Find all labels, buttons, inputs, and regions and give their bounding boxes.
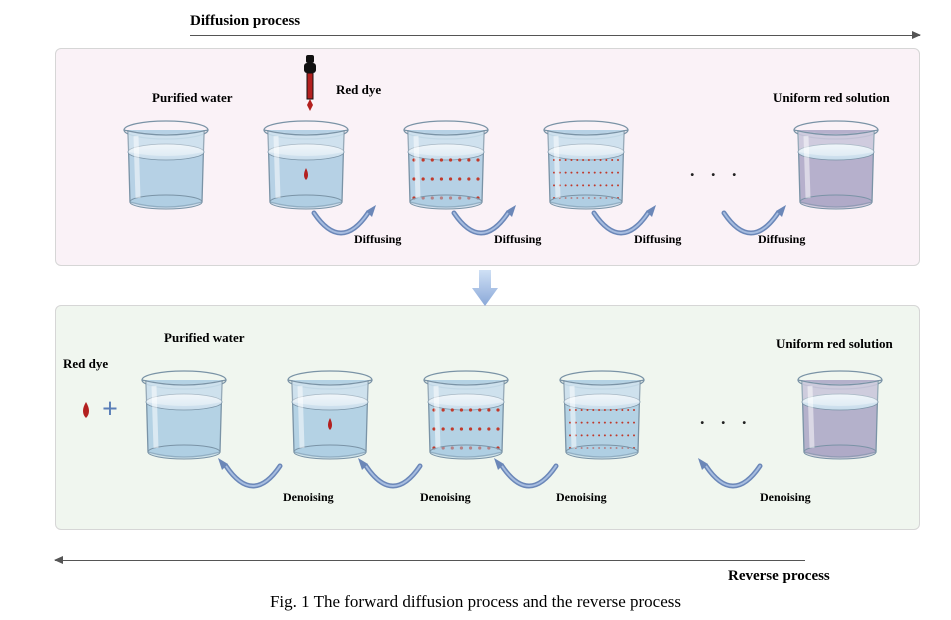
label-uniform-bottom: Uniform red solution (776, 336, 893, 352)
plus-icon: + (102, 394, 118, 426)
beaker-icon (280, 368, 380, 460)
reverse-process-title: Reverse process (728, 568, 830, 585)
label-purified-water-top: Purified water (152, 90, 233, 106)
forward-arrow (190, 35, 920, 36)
denoising-label: Denoising (556, 490, 607, 505)
beaker-icon (536, 118, 636, 210)
label-red-dye-top: Red dye (336, 82, 381, 98)
diffusing-label: Diffusing (354, 232, 401, 247)
ellipsis-top: . . . (690, 160, 743, 181)
diffusing-label: Diffusing (634, 232, 681, 247)
dropper-icon (298, 55, 322, 115)
beaker-icon (396, 118, 496, 210)
denoising-arrow-icon (494, 458, 564, 502)
diffusion-process-title: Diffusion process (190, 13, 300, 30)
denoising-arrow-icon (698, 458, 768, 502)
denoising-arrow-icon (218, 458, 288, 502)
beaker-icon (790, 368, 890, 460)
denoising-arrow-icon (358, 458, 428, 502)
figure-canvas: Diffusion process Reverse process Fig. 1… (0, 0, 951, 620)
ellipsis-bottom: . . . (700, 408, 753, 429)
label-red-dye-bottom: Red dye (63, 356, 108, 372)
beaker-icon (256, 118, 356, 210)
red-drop-icon (80, 402, 92, 418)
denoising-label: Denoising (283, 490, 334, 505)
beaker-icon (552, 368, 652, 460)
beaker-icon (786, 118, 886, 210)
beaker-icon (116, 118, 216, 210)
beaker-icon (134, 368, 234, 460)
label-purified-water-bottom: Purified water (164, 330, 245, 346)
denoising-label: Denoising (420, 490, 471, 505)
label-uniform-top: Uniform red solution (773, 90, 890, 106)
down-arrow-icon (470, 268, 500, 308)
reverse-arrow (55, 560, 805, 561)
beaker-icon (416, 368, 516, 460)
figure-caption: Fig. 1 The forward diffusion process and… (0, 592, 951, 612)
denoising-label: Denoising (760, 490, 811, 505)
diffusing-label: Diffusing (494, 232, 541, 247)
diffusing-label: Diffusing (758, 232, 805, 247)
